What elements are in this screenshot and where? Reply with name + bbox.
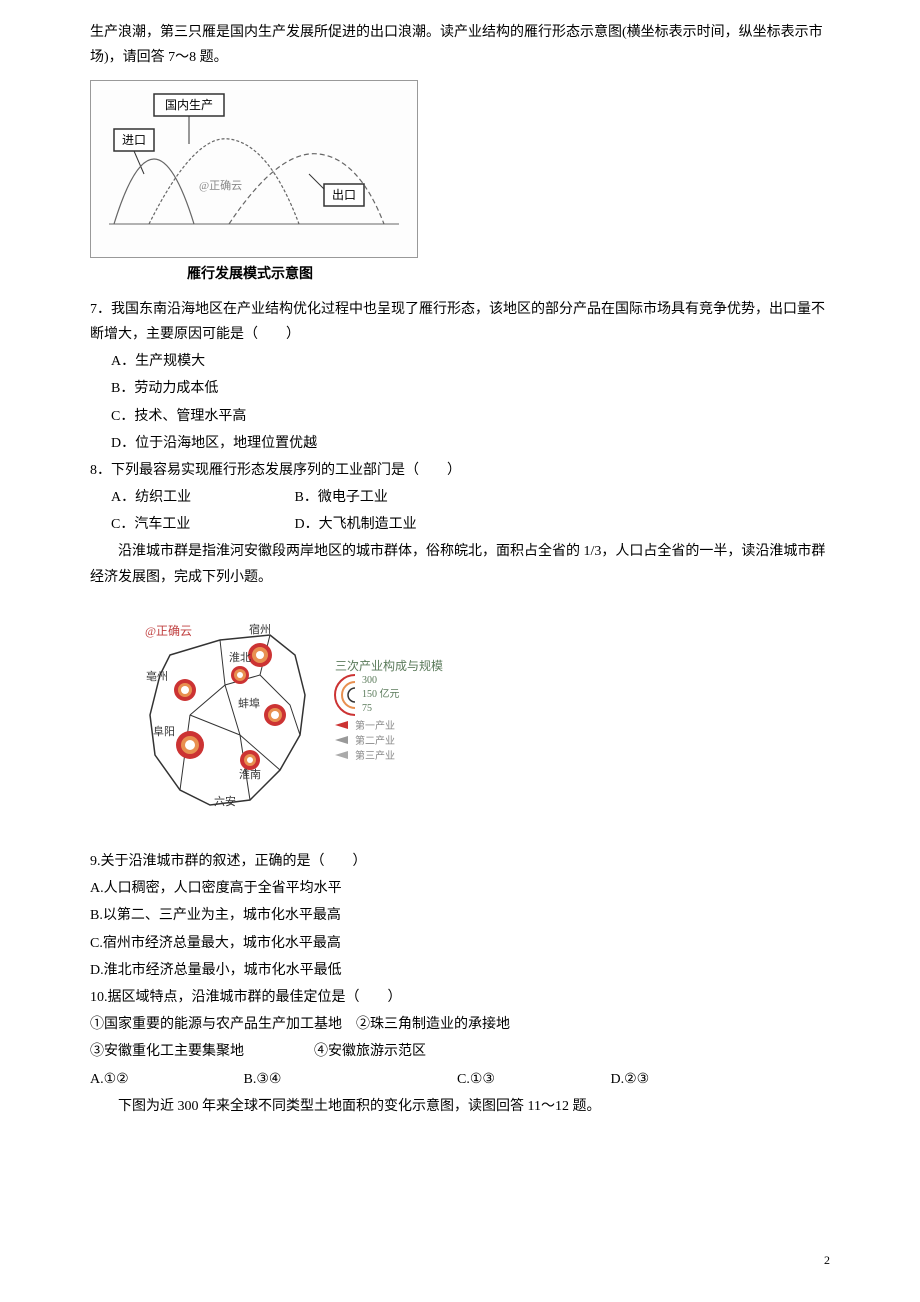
q9-option-b: B.以第二、三产业为主，城市化水平最高 [90,903,830,928]
legend-item-1: 第一产业 [335,719,395,732]
intro-text-2: 沿淮城市群是指淮河安徽段两岸地区的城市群体，俗称皖北，面积占全省的 1/3，人口… [90,539,830,589]
q8-option-c: C．汽车工业 [111,512,291,537]
q8-options-ab: A．纺织工业 B．微电子工业 [90,485,830,510]
legend-item-3: 第三产业 [335,749,395,762]
watermark-2: @正确云 [145,624,192,638]
q10-stem: 10.据区域特点，沿淮城市群的最佳定位是（ ） [90,985,830,1010]
q8-options-cd: C．汽车工业 D．大飞机制造工业 [90,512,830,537]
figure-1-box: 国内生产 进口 出口 @正确云 [90,80,418,257]
svg-text:第一产业: 第一产业 [355,719,395,732]
legend-item-2: 第二产业 [335,734,395,747]
q8-option-a: A．纺织工业 [111,485,291,510]
flying-geese-diagram: 国内生产 进口 出口 @正确云 [99,89,409,239]
q8-stem: 8．下列最容易实现雁行形态发展序列的工业部门是（ ） [90,458,830,483]
svg-text:淮南: 淮南 [239,768,261,781]
city-fuyang: 阜阳 [153,725,204,759]
label-import: 进口 [122,133,146,147]
legend-title: 三次产业构成与规模 [335,658,443,673]
city-huainan: 淮南 [239,750,261,781]
q10-item2: ③安徽重化工主要集聚地 ④安徽旅游示范区 [90,1039,830,1064]
city-bengbu: 蚌埠 [238,696,286,726]
q7-option-d: D．位于沿海地区，地理位置优越 [90,431,830,456]
watermark-1: @正确云 [199,179,242,192]
label-domestic: 国内生产 [165,98,213,112]
city-suzhou: 宿州 [248,622,272,667]
city-luan: 六安 [214,794,236,808]
label-export: 出口 [332,188,356,202]
svg-text:六安: 六安 [214,794,236,808]
city-bozhou: 亳州 [146,669,196,701]
legend-circles: 300 150 亿元 75 [335,675,400,715]
svg-text:宿州: 宿州 [249,622,271,636]
svg-text:第二产业: 第二产业 [355,734,395,747]
q7-stem: 7．我国东南沿海地区在产业结构优化过程中也呈现了雁行形态，该地区的部分产品在国际… [90,297,830,347]
q9-option-c: C.宿州市经济总量最大，城市化水平最高 [90,931,830,956]
svg-text:第三产业: 第三产业 [355,749,395,762]
yanhuai-map: @正确云 宿州 淮北 亳州 蚌埠 阜阳 淮南 六安 [130,605,470,825]
page-number: 2 [824,1250,830,1272]
intro-text-3: 下图为近 300 年来全球不同类型土地面积的变化示意图，读图回答 11～12 题… [90,1094,830,1119]
svg-text:150 亿元: 150 亿元 [362,687,400,700]
q9-option-a: A.人口稠密，人口密度高于全省平均水平 [90,876,830,901]
svg-text:蚌埠: 蚌埠 [238,696,260,710]
figure-2-container: @正确云 宿州 淮北 亳州 蚌埠 阜阳 淮南 六安 [130,605,830,834]
q10-options: A.①② B.③④ C.①③ D.②③ [90,1067,830,1092]
q10-option-c: C.①③ [457,1067,567,1092]
q8-option-d: D．大飞机制造工业 [295,517,417,532]
q10-option-a: A.①② [90,1067,200,1092]
svg-text:淮北: 淮北 [229,651,251,664]
city-huaibei: 淮北 [229,651,251,684]
q10-option-b: B.③④ [244,1067,414,1092]
svg-text:300: 300 [362,675,377,686]
q9-stem: 9.关于沿淮城市群的叙述，正确的是（ ） [90,849,830,874]
svg-text:阜阳: 阜阳 [153,725,175,738]
q9-option-d: D.淮北市经济总量最小，城市化水平最低 [90,958,830,983]
intro-text-1: 生产浪潮，第三只雁是国内生产发展所促进的出口浪潮。读产业结构的雁行形态示意图(横… [90,20,830,70]
svg-text:75: 75 [362,703,372,714]
q7-option-a: A．生产规模大 [90,349,830,374]
q7-option-c: C．技术、管理水平高 [90,404,830,429]
q10-item1: ①国家重要的能源与农产品生产加工基地 ②珠三角制造业的承接地 [90,1012,830,1037]
q7-option-b: B．劳动力成本低 [90,376,830,401]
figure-1-container: 国内生产 进口 出口 @正确云 雁行发展模式示意图 [90,80,830,286]
svg-text:亳州: 亳州 [146,669,168,683]
figure-1-caption: 雁行发展模式示意图 [90,262,410,287]
q8-option-b: B．微电子工业 [295,490,388,505]
q10-option-d: D.②③ [611,1067,650,1092]
